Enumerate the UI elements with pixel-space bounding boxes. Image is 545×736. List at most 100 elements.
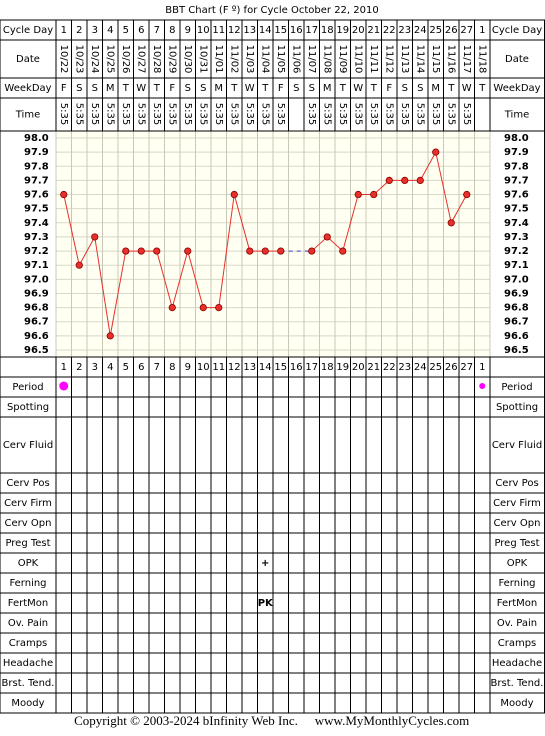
weekday: T [370, 83, 378, 94]
date: 11/02 [228, 45, 239, 74]
cycle-day: 4 [107, 362, 113, 373]
cycle-day: 11 [212, 25, 225, 36]
date: 10/25 [104, 45, 115, 74]
time: 5:35 [197, 103, 208, 125]
date: 11/16 [445, 45, 456, 74]
cycle-day: 26 [445, 362, 458, 373]
date: 11/07 [306, 45, 317, 74]
row-label: OPK [507, 558, 528, 569]
y-tick-label: 97.5 [504, 204, 529, 215]
time: 5:35 [228, 103, 239, 125]
date: 10/28 [151, 45, 162, 74]
cycle-day: 11 [212, 362, 225, 373]
temp-point [230, 190, 238, 199]
copyright: Copyright © 2003-2024 bInfinity Web Inc. [74, 713, 298, 728]
cycle-day: 9 [185, 25, 191, 36]
date: 11/01 [213, 45, 224, 74]
temp-point [339, 247, 347, 255]
temp-point [447, 219, 455, 227]
temp-point [323, 233, 331, 241]
cycle-day: 15 [274, 362, 287, 373]
temp-point [91, 233, 99, 241]
temp-point [106, 332, 114, 340]
date: 11/18 [476, 45, 487, 74]
temp-point [168, 303, 176, 312]
temp-point [184, 247, 192, 255]
cycle-day: 1 [61, 362, 67, 373]
y-tick-label: 96.5 [504, 345, 529, 356]
row-label: Cramps [498, 638, 537, 649]
y-tick-label: 97.1 [24, 260, 49, 271]
row-label: Time [15, 110, 40, 121]
time: 5:35 [58, 103, 69, 125]
date: 11/03 [244, 45, 255, 74]
date: 11/08 [321, 45, 332, 74]
y-tick-label: 96.9 [24, 288, 49, 299]
date: 11/14 [414, 45, 425, 74]
site-link[interactable]: www.MyMonthlyCycles.com [315, 713, 469, 728]
y-tick-label: 97.3 [504, 232, 529, 243]
temp-point [137, 247, 145, 255]
cycle-day: 20 [352, 25, 365, 36]
date: 11/17 [461, 45, 472, 74]
y-tick-label: 97.6 [504, 190, 529, 201]
cycle-day: 26 [445, 25, 458, 36]
row-label: Cerv Firm [4, 498, 52, 509]
cycle-day: 25 [429, 362, 442, 373]
time: 5:35 [461, 103, 472, 125]
y-tick-label: 97.1 [504, 260, 529, 271]
weekday: S [92, 83, 98, 94]
cycle-day: 24 [414, 362, 427, 373]
row-label: Headache [3, 658, 53, 669]
weekday: W [353, 83, 363, 94]
cycle-day: 23 [398, 25, 411, 36]
cycle-day: 10 [197, 25, 210, 36]
time: 5:35 [244, 103, 255, 125]
date: 11/04 [259, 45, 270, 74]
row-label: FertMon [497, 598, 537, 609]
time: 5:35 [306, 103, 317, 125]
date: 10/22 [58, 45, 69, 74]
y-tick-label: 97.9 [24, 147, 49, 158]
y-tick-label: 96.7 [24, 317, 49, 328]
row-label: Moody [500, 698, 533, 709]
y-tick-label: 98.0 [504, 133, 529, 144]
temp-point [60, 190, 68, 199]
cycle-day: 2 [76, 25, 82, 36]
weekday: T [478, 83, 486, 94]
cycle-day: 17 [305, 362, 318, 373]
row-label: Time [504, 110, 529, 121]
y-tick-label: 96.8 [24, 303, 49, 314]
row-label: Ferning [498, 578, 535, 589]
cycle-day: 12 [228, 25, 241, 36]
row-label: Cerv Opn [5, 518, 52, 529]
y-tick-label: 97.0 [504, 274, 529, 285]
cycle-day: 27 [460, 25, 473, 36]
period-dot [59, 381, 69, 391]
cycle-day: 16 [290, 362, 303, 373]
y-tick-label: 97.2 [504, 246, 529, 257]
weekday: S [293, 83, 299, 94]
temp-point [308, 247, 316, 255]
time: 5:35 [430, 103, 441, 125]
y-tick-label: 97.0 [24, 274, 49, 285]
temp-point [215, 303, 223, 312]
date: 10/29 [166, 45, 177, 74]
date: 11/06 [290, 45, 301, 74]
cycle-day: 1 [479, 25, 485, 36]
row-label: Cerv Fluid [492, 440, 542, 451]
row-label: OPK [18, 558, 39, 569]
row-label: Spotting [496, 402, 538, 413]
y-tick-label: 96.8 [504, 303, 529, 314]
cycle-day: 6 [138, 362, 144, 373]
cycle-day: 20 [352, 362, 365, 373]
cycle-day: 22 [383, 25, 396, 36]
row-label: Date [16, 54, 40, 65]
y-tick-label: 97.5 [24, 204, 49, 215]
time: 5:35 [104, 103, 115, 125]
date: 11/11 [368, 45, 379, 74]
y-tick-label: 97.2 [24, 246, 49, 257]
weekday: T [122, 83, 130, 94]
obs-mark: + [261, 558, 269, 569]
cycle-day: 19 [336, 362, 349, 373]
